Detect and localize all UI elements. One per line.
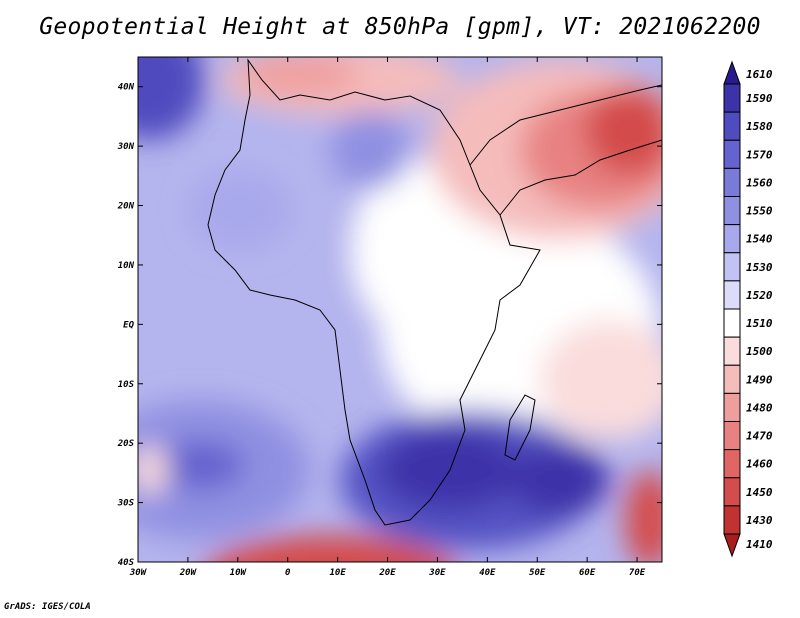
colorbar-label: 1510 [746,317,773,330]
lat-label: 30N [117,142,135,152]
colorbar-label: 1580 [746,120,773,133]
map-title: Geopotential Height at 850hPa [gpm], VT:… [39,14,761,40]
colorbar-swatch [723,308,741,338]
lon-label: 70E [629,568,646,578]
colorbar-label: 1410 [746,538,773,551]
colorbar-swatch [723,252,741,282]
colorbar-swatch [723,336,741,366]
colorbar-label: 1610 [746,68,773,81]
longitude-axis: 30W 20W 10W 0 10E 20E 30E 40E 50E 60E 70E [129,57,646,578]
colorbar-label: 1480 [746,401,773,414]
colorbar-label: 1490 [746,373,773,386]
coastlines [207,58,662,526]
lat-label: EQ [123,320,134,330]
colorbar-label: 1500 [746,345,773,358]
lat-label: 40N [118,83,135,93]
colorbar-swatch [723,280,741,310]
colorbar-swatch [723,83,741,113]
lon-label: 50E [529,568,546,578]
colorbar: 1610 1590 1580 1570 1560 1550 1540 1530 1520 1510… [723,60,773,558]
lat-label: 20S [117,439,135,449]
lat-label: 40S [118,558,135,568]
lon-label: 30W [129,568,148,578]
colorbar-label: 1560 [746,176,773,189]
lat-label: 10S [118,380,135,390]
colorbar-swatch-bottom [723,533,741,558]
colorbar-label: 1570 [746,148,773,161]
colorbar-swatch [723,364,741,394]
colorbar-swatch-top [723,60,741,85]
lon-label: 0 [285,568,291,578]
colorbar-swatch [723,196,741,226]
colorbar-label: 1550 [746,205,773,218]
lon-label: 60E [579,568,596,578]
lon-label: 20E [378,568,396,578]
lon-label: 10W [230,568,248,578]
colorbar-label: 1530 [746,261,773,274]
latitude-axis: 40N 30N 20N 10N EQ 10S 20S 30S 40S [117,83,662,568]
lat-label: 10N [118,261,135,271]
colorbar-swatch [723,167,741,197]
colorbar-swatch [723,421,741,451]
colorbar-label: 1450 [746,486,773,499]
lon-label: 30E [428,568,446,578]
colorbar-label: 1470 [746,430,773,443]
colorbar-swatch [723,111,741,141]
lon-label: 40E [479,568,496,578]
colorbar-swatch [723,392,741,422]
map-frame [137,56,663,563]
lat-label: 30S [117,499,135,509]
colorbar-label: 1590 [746,92,773,105]
colorbar-label: 1540 [746,233,773,246]
footer-credit: GrADS: IGES/COLA [4,602,91,612]
colorbar-label: 1520 [746,289,773,302]
colorbar-swatch [723,449,741,479]
height-field [138,57,662,562]
colorbar-swatch [723,505,741,535]
lon-label: 10E [329,568,346,578]
lon-label: 20W [179,568,198,578]
lat-label: 20N [117,202,135,212]
colorbar-label: 1430 [746,514,773,527]
colorbar-swatch [723,224,741,254]
colorbar-swatch [723,477,741,507]
colorbar-swatch [723,139,741,169]
colorbar-label: 1460 [746,458,773,471]
